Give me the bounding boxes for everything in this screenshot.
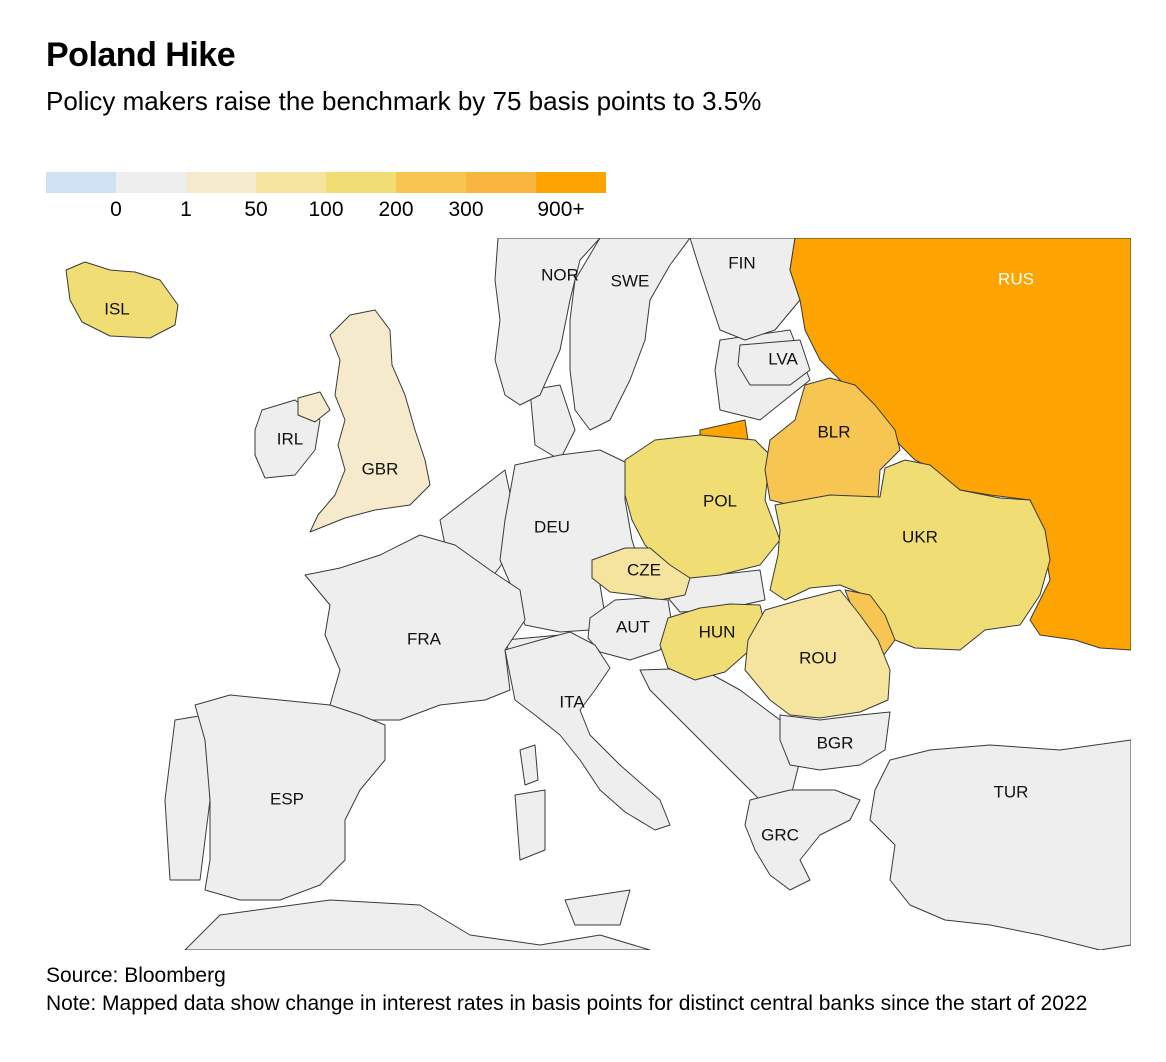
legend-tick: 50 [244, 198, 268, 221]
legend-tick: 200 [378, 198, 414, 221]
legend-swatch-row [46, 172, 606, 193]
land-sicily [564, 889, 631, 926]
country-pol [624, 434, 781, 579]
country-swe [569, 238, 691, 431]
land-sardinia [514, 789, 546, 861]
country-label-rou: ROU [799, 648, 837, 667]
country-nor [494, 238, 601, 406]
country-label-grc: GRC [761, 825, 799, 844]
land-corsica [519, 744, 539, 786]
country-label-tur: TUR [994, 782, 1029, 801]
country-label-esp: ESP [270, 789, 304, 808]
country-ita [504, 631, 671, 831]
source-note: Source: Bloomberg [46, 964, 226, 987]
color-legend: 0 1 50 100 200 300 900+ [46, 172, 606, 222]
country-label-nor: NOR [541, 265, 579, 284]
legend-swatch [116, 172, 186, 193]
country-blr [764, 377, 901, 506]
country-label-irl: IRL [277, 429, 303, 448]
country-label-blr: BLR [817, 422, 850, 441]
legend-swatch [326, 172, 396, 193]
country-deu [499, 449, 641, 633]
country-esp [194, 694, 386, 901]
land-north-africa [184, 899, 651, 950]
country-labels: ISL NOR SWE FIN RUS LVA IRL GBR BLR POL DEU UKR CZE A… [104, 253, 1034, 844]
country-gbr [297, 309, 431, 533]
country-label-hun: HUN [699, 622, 736, 641]
country-lva [737, 339, 811, 386]
country-cze [591, 547, 691, 601]
legend-swatch [256, 172, 326, 193]
legend-tick: 900+ [537, 198, 585, 221]
country-label-rus: RUS [998, 269, 1034, 288]
land-denmark [529, 384, 576, 461]
country-label-lva: LVA [768, 349, 798, 368]
legend-swatch [536, 172, 606, 193]
country-label-isl: ISL [104, 299, 130, 318]
legend-swatch [186, 172, 256, 193]
chart-subtitle: Policy makers raise the benchmark by 75 … [46, 86, 762, 116]
country-ukr [769, 459, 1051, 651]
country-bgr [779, 711, 891, 771]
footnote: Note: Mapped data show change in interes… [46, 992, 1088, 1015]
europe-map: ISL NOR SWE FIN RUS LVA IRL GBR BLR POL DEU UKR CZE A… [46, 238, 1131, 950]
country-rou [744, 589, 891, 719]
country-fra [304, 534, 526, 721]
legend-tick: 100 [308, 198, 344, 221]
country-label-cze: CZE [627, 560, 661, 579]
country-grc [744, 789, 861, 891]
country-tur [869, 739, 1131, 950]
country-label-ita: ITA [559, 692, 585, 711]
legend-swatch [396, 172, 466, 193]
country-label-ukr: UKR [902, 527, 938, 546]
legend-tick: 0 [110, 198, 122, 221]
country-isl [65, 261, 179, 339]
legend-swatch [466, 172, 536, 193]
country-label-deu: DEU [534, 517, 570, 536]
legend-tick: 300 [448, 198, 484, 221]
country-label-fra: FRA [407, 629, 442, 648]
legend-swatch [46, 172, 116, 193]
legend-tick: 1 [180, 198, 192, 221]
country-label-gbr: GBR [362, 459, 399, 478]
country-label-swe: SWE [611, 271, 650, 290]
chart-title: Poland Hike [46, 36, 236, 74]
country-label-bgr: BGR [817, 733, 854, 752]
country-label-fin: FIN [728, 253, 755, 272]
map-svg: ISL NOR SWE FIN RUS LVA IRL GBR BLR POL DEU UKR CZE A… [46, 238, 1131, 950]
country-label-pol: POL [703, 491, 737, 510]
country-label-aut: AUT [616, 617, 650, 636]
